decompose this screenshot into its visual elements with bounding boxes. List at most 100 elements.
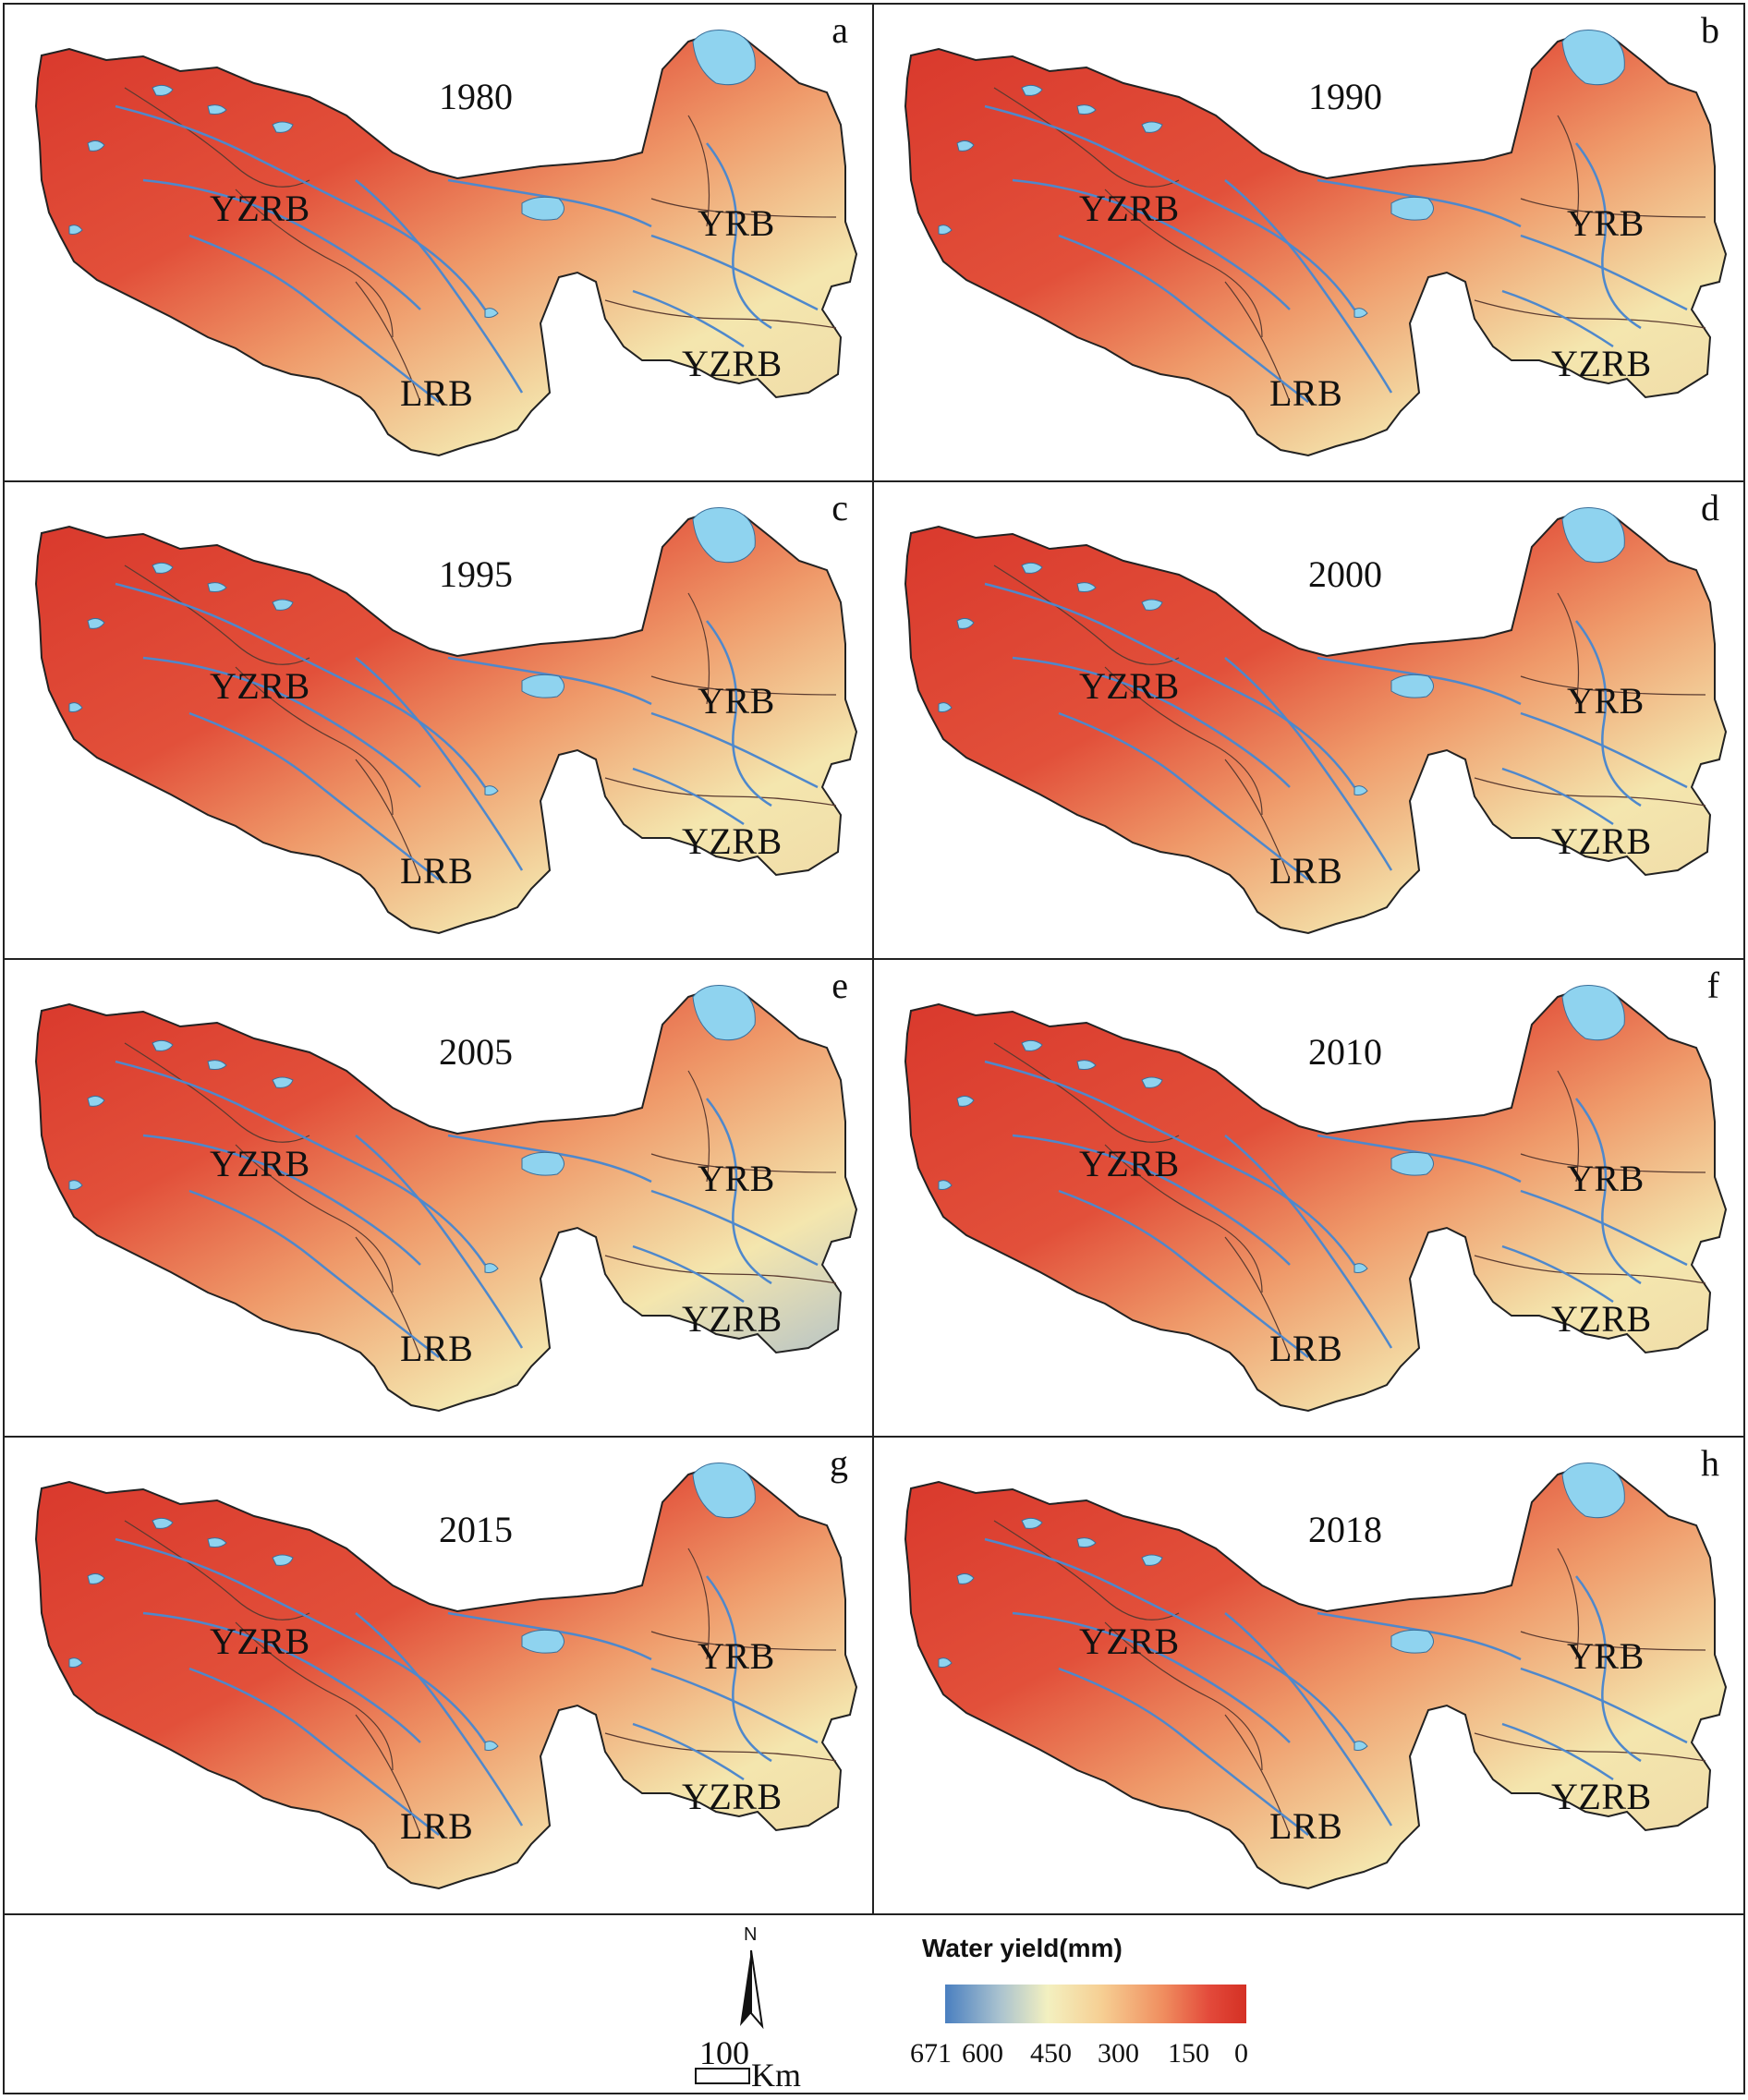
panel-letter: b xyxy=(1701,9,1719,51)
panel-letter: g xyxy=(830,1442,848,1484)
study-area-outline xyxy=(34,508,858,935)
river-line xyxy=(1520,234,1688,311)
panel-year: 2018 xyxy=(1308,1509,1382,1550)
basin-label-yzrb-east: YZRB xyxy=(1551,1776,1652,1817)
lake-icon xyxy=(1141,599,1163,611)
river-line xyxy=(115,104,487,310)
river-line xyxy=(1224,1135,1393,1349)
basin-label-yzrb-west: YZRB xyxy=(1079,1621,1180,1662)
panel-year: 2015 xyxy=(439,1509,513,1550)
map-panel-a: a 1980 YZRB YRB LRB YZRB xyxy=(5,5,874,482)
basin-label-yrb: YRB xyxy=(698,680,775,722)
river-line xyxy=(706,1575,772,1763)
lake-icon xyxy=(1353,1263,1368,1273)
panel-year: 2010 xyxy=(1308,1031,1382,1073)
scale-bar-unit: Km xyxy=(751,2057,801,2094)
lake-icon xyxy=(1390,1629,1434,1654)
study-area-outline xyxy=(34,1463,858,1890)
basin-boundary xyxy=(235,1621,394,1771)
panel-year: 1980 xyxy=(439,76,513,117)
water-yield-map xyxy=(34,507,858,935)
basin-boundary xyxy=(687,115,710,227)
map-panel-b: b 1990 YZRB YRB LRB YZRB xyxy=(874,5,1743,482)
basin-boundary xyxy=(1557,592,1580,705)
north-arrow-icon xyxy=(740,1949,764,2030)
basin-label-yzrb-east: YZRB xyxy=(682,1298,783,1340)
basin-label-lrb: LRB xyxy=(400,1328,474,1369)
river-line xyxy=(632,1722,745,1781)
panel-letter: h xyxy=(1701,1442,1719,1484)
lake-icon xyxy=(1561,985,1625,1041)
scale-bar xyxy=(695,2068,750,2084)
river-line xyxy=(115,582,487,788)
water-yield-map xyxy=(904,985,1728,1413)
basin-label-yrb: YRB xyxy=(698,202,775,244)
water-yield-map xyxy=(904,30,1728,457)
scale-bar-value: 100 xyxy=(699,2034,749,2071)
basin-boundary xyxy=(650,1153,837,1173)
basin-label-yzrb-east: YZRB xyxy=(682,343,783,384)
basin-label-yrb: YRB xyxy=(1567,680,1645,722)
study-area-outline xyxy=(34,986,858,1413)
lake-icon xyxy=(207,1060,227,1070)
basin-label-yzrb-east: YZRB xyxy=(1551,343,1652,384)
basin-boundary xyxy=(604,299,837,329)
lake-icon xyxy=(484,1263,499,1273)
north-label: N xyxy=(744,1924,758,1945)
panel-letter: d xyxy=(1701,487,1719,528)
lake-icon xyxy=(956,140,975,152)
basin-label-yzrb-west: YZRB xyxy=(1079,188,1180,229)
lake-icon xyxy=(1561,507,1625,564)
legend-tick: 0 xyxy=(1234,2038,1248,2069)
river-line xyxy=(984,582,1356,788)
lake-icon xyxy=(87,140,105,152)
basin-boundary xyxy=(1104,666,1263,816)
river-line xyxy=(1012,656,1291,788)
basin-boundary xyxy=(124,1520,310,1621)
river-line xyxy=(1012,1134,1291,1266)
lake-icon xyxy=(692,30,756,86)
river-line xyxy=(1575,1098,1642,1285)
river-line xyxy=(115,1537,487,1743)
lake-icon xyxy=(938,1657,953,1668)
basin-label-lrb: LRB xyxy=(400,1805,474,1847)
lake-icon xyxy=(1561,1463,1625,1519)
legend-tick: 150 xyxy=(1168,2038,1209,2069)
basin-label-yrb: YRB xyxy=(1567,202,1645,244)
basin-label-yzrb-west: YZRB xyxy=(210,188,310,229)
basin-boundary xyxy=(235,188,394,338)
legend-area: N 100 Km Water yield(mm) 671 600 450 300… xyxy=(5,1915,1743,2094)
basin-boundary xyxy=(1224,1236,1291,1358)
study-area-outline xyxy=(904,1463,1728,1890)
river-line xyxy=(706,1098,772,1285)
lake-icon xyxy=(207,1537,227,1548)
lake-icon xyxy=(87,617,105,629)
lake-icon xyxy=(484,308,499,318)
map-panel-c: c 1995 YZRB YRB LRB YZRB xyxy=(5,482,874,960)
river-line xyxy=(984,104,1356,310)
river-line xyxy=(1224,179,1393,394)
river-line xyxy=(1058,234,1309,403)
basin-label-yzrb-west: YZRB xyxy=(1079,1143,1180,1184)
river-line xyxy=(142,1134,421,1266)
basin-label-yrb: YRB xyxy=(698,1158,775,1199)
lake-icon xyxy=(1141,1076,1163,1088)
lake-icon xyxy=(272,599,294,611)
basin-label-yrb: YRB xyxy=(698,1635,775,1677)
basin-boundary xyxy=(124,564,310,665)
basin-label-yzrb-east: YZRB xyxy=(682,820,783,862)
basin-label-yzrb-west: YZRB xyxy=(1079,665,1180,707)
panel-year: 2005 xyxy=(439,1031,513,1073)
lake-icon xyxy=(1390,674,1434,698)
lake-icon xyxy=(1561,30,1625,86)
basin-boundary xyxy=(687,592,710,705)
basin-boundary xyxy=(1224,1714,1291,1836)
basin-label-lrb: LRB xyxy=(1269,850,1343,892)
basin-label-lrb: LRB xyxy=(1269,372,1343,414)
basin-label-lrb: LRB xyxy=(1269,1805,1343,1847)
lake-icon xyxy=(1076,104,1097,115)
panel-year: 1995 xyxy=(439,553,513,595)
river-line xyxy=(1501,767,1614,826)
panel-letter: c xyxy=(832,487,848,528)
study-area-outline xyxy=(904,508,1728,935)
